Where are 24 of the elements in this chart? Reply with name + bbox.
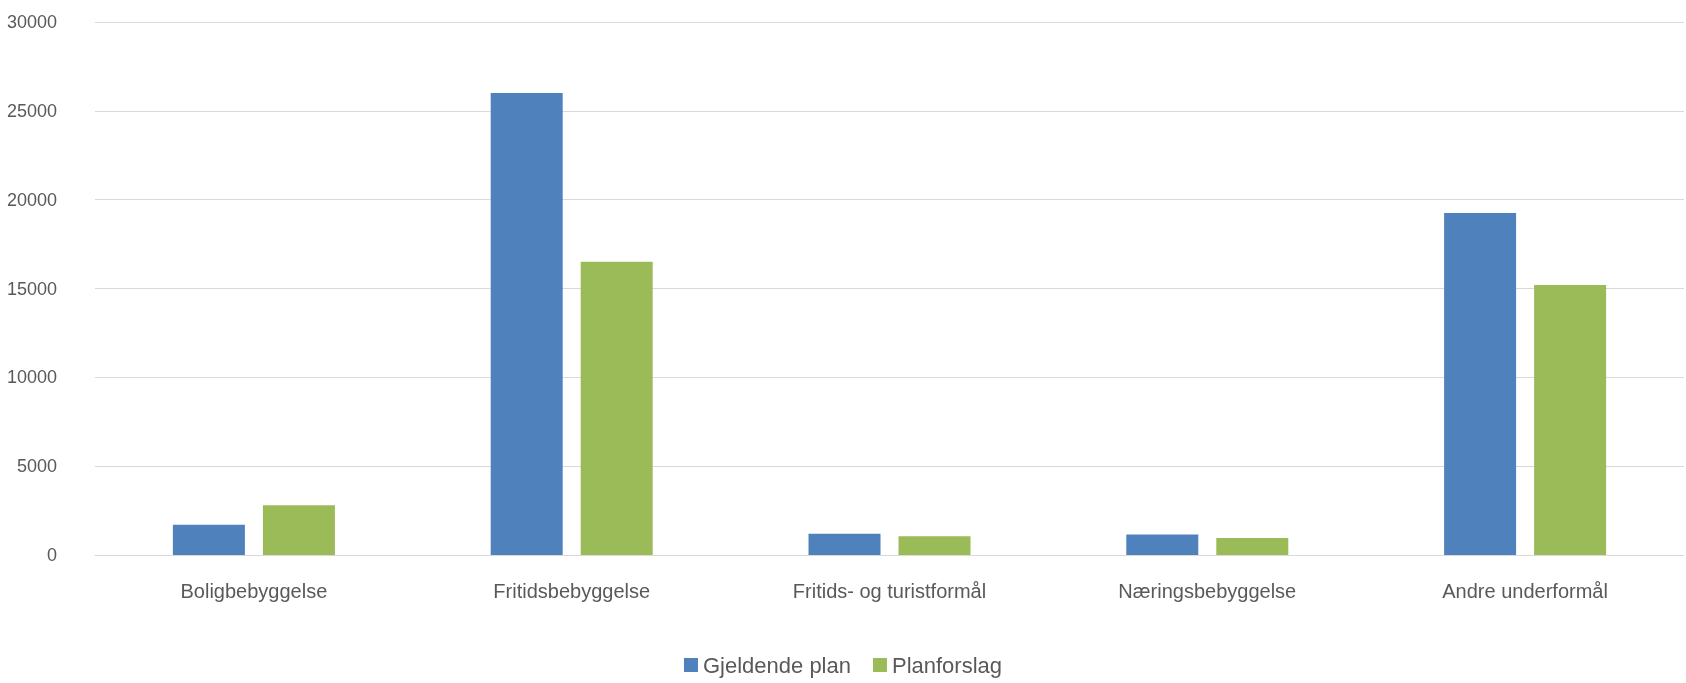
bar (898, 536, 971, 555)
x-tick-label: Næringsbebyggelse (1118, 580, 1297, 602)
y-tick-label: 10000 (6, 367, 57, 388)
y-tick-label: 5000 (16, 456, 57, 477)
bar (172, 524, 245, 555)
y-tick-label: 0 (46, 545, 57, 565)
bar (262, 505, 335, 555)
bar (808, 533, 881, 555)
legend-label: Gjeldende plan (702, 652, 851, 678)
bar (1216, 538, 1289, 555)
x-tick-label: Andre underformål (1442, 580, 1608, 602)
y-tick-label: 15000 (6, 278, 57, 299)
y-tick-label: 20000 (6, 189, 57, 210)
x-tick-label: Fritids- og turistformål (792, 580, 987, 602)
y-tick-label: 25000 (6, 100, 57, 121)
x-tick-label: Fritidsbebyggelse (493, 580, 651, 602)
y-tick-label: 30000 (6, 12, 57, 32)
bar (1126, 534, 1199, 555)
bar (490, 93, 563, 555)
bar (1534, 284, 1607, 555)
bar (1444, 212, 1517, 555)
legend-label: Planforslag (891, 652, 1003, 678)
x-tick-label: Boligbebyggelse (180, 580, 328, 602)
bar (580, 261, 653, 555)
